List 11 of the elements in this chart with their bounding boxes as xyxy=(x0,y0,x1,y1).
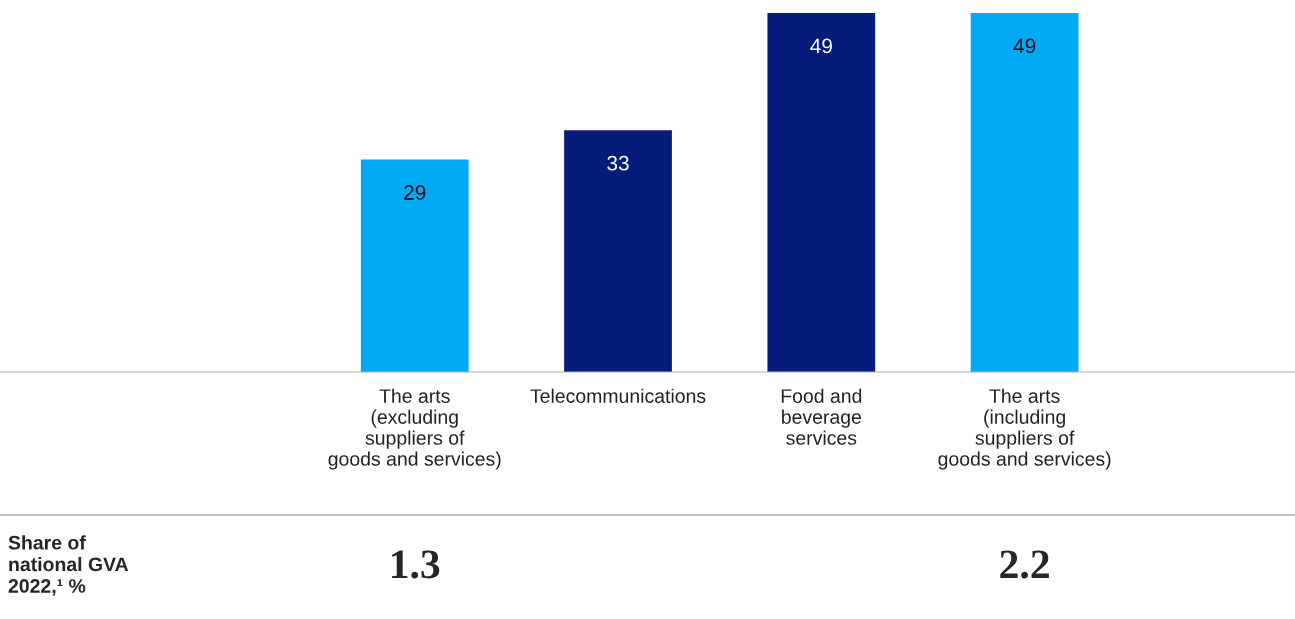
x-tick-label: The arts (excluding suppliers of goods and services) xyxy=(328,388,501,470)
data-label: 29 xyxy=(404,185,426,200)
data-label: 49 xyxy=(810,38,832,54)
x-tick-label: Telecommunications xyxy=(530,388,706,403)
data-label: 33 xyxy=(607,155,629,171)
data-label: 49 xyxy=(1013,38,1036,54)
x-tick-label: Food and beverage services xyxy=(781,388,862,445)
text: 2.2 xyxy=(1000,550,1049,579)
text: Share of national GVA 2022,¹ % xyxy=(8,535,129,596)
text: 1.3 xyxy=(392,550,440,579)
x-tick-label: The arts (including suppliers of goods and services) xyxy=(938,388,1111,470)
